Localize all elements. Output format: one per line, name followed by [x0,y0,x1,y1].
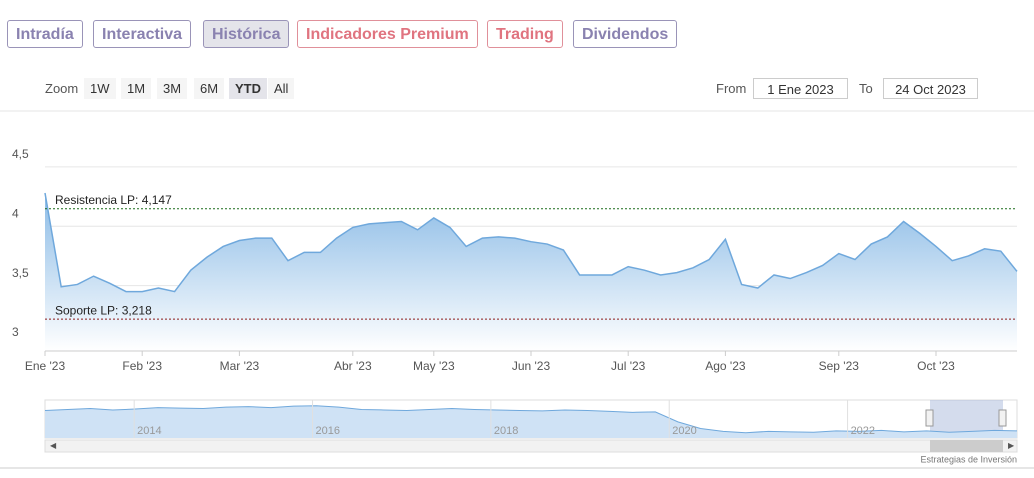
navigator-label: 2016 [316,425,340,437]
x-tick-label: Abr '23 [334,359,372,373]
tab[interactable]: Interactiva [93,20,192,48]
navigator-handle[interactable] [998,409,1007,427]
from-input[interactable]: 1 Ene 2023 [753,78,848,99]
x-tick-label: Sep '23 [819,359,860,373]
x-tick-label: Jul '23 [611,359,646,373]
plot-line-label: Soporte LP: 3,218 [55,303,152,317]
zoom-button[interactable]: 6M [194,78,225,99]
x-tick-label: Feb '23 [122,359,162,373]
navigator-line [44,405,1018,434]
tab[interactable]: Trading [487,20,563,48]
navigator-label: 2018 [494,425,518,437]
tab[interactable]: Intradía [7,20,83,48]
x-tick-label: Jun '23 [512,359,551,373]
plot-line-label: Resistencia LP: 4,147 [55,193,172,207]
navigator-label: 2022 [851,425,875,437]
zoom-button[interactable]: All [268,78,295,99]
scroll-right[interactable]: ▶ [1008,441,1015,450]
y-tick-label: 4,5 [12,147,29,161]
y-tick-label: 3,5 [12,266,29,280]
y-tick-label: 3 [12,325,19,339]
area-fill [45,192,1017,351]
zoom-button[interactable]: 1W [84,78,116,99]
tab[interactable]: Indicadores Premium [297,20,478,48]
price-line [44,192,1018,293]
x-tick-label: May '23 [413,359,455,373]
navigator-area [45,405,1017,438]
x-tick-label: Ago '23 [705,359,746,373]
zoom-button[interactable]: 1M [121,78,152,99]
scrollbar[interactable] [44,439,1018,453]
from-label: From [716,81,747,96]
navigator-label: 2014 [137,425,161,437]
y-tick-label: 4 [12,206,19,220]
credit: Estrategias de Inversión [920,454,1017,464]
tab[interactable]: Histórica [203,20,290,48]
to-label: To [859,81,873,96]
zoom-label: Zoom [45,81,79,96]
x-tick-label: Ene '23 [25,359,66,373]
zoom-button[interactable]: YTD [229,78,267,99]
scroll-left[interactable]: ◀ [50,441,57,450]
tab[interactable]: Dividendos [573,20,678,48]
zoom-button[interactable]: 3M [157,78,188,99]
to-input[interactable]: 24 Oct 2023 [883,78,978,99]
x-tick-label: Oct '23 [917,359,955,373]
navigator-label: 2020 [672,425,696,437]
x-tick-label: Mar '23 [220,359,260,373]
scrollbar-thumb[interactable] [930,440,1003,452]
navigator-handle[interactable] [925,409,934,427]
